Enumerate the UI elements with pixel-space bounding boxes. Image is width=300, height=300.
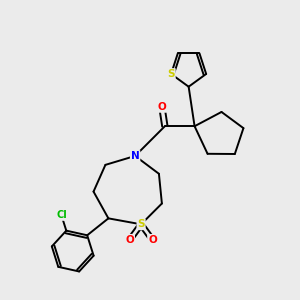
Text: O: O [158,102,166,112]
Text: N: N [131,151,140,161]
Text: O: O [125,235,134,245]
Text: S: S [167,69,175,79]
Text: O: O [148,235,157,245]
Text: Cl: Cl [56,210,67,220]
Text: S: S [137,219,145,229]
